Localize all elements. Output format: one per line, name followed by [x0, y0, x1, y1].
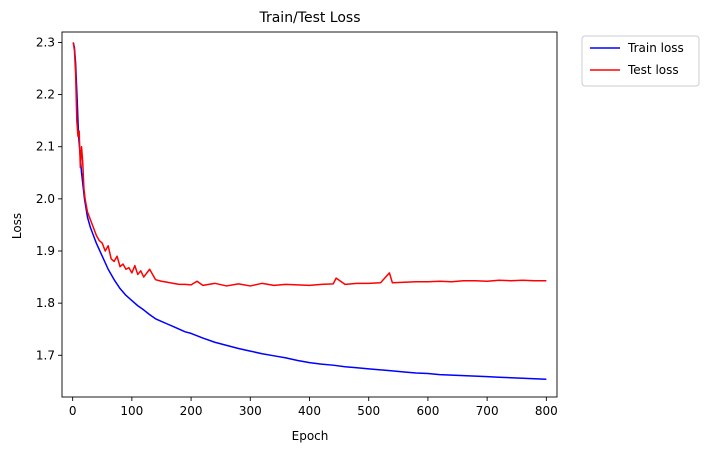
legend-label-train: Train loss: [627, 41, 684, 55]
x-tick-label: 200: [180, 404, 203, 418]
axes: 0 100 200 300 400 500 600 700 800 1.7 1.8 1.9 2.0 2.1…: [36, 31, 558, 418]
x-tick-label: 100: [120, 404, 143, 418]
y-tick-label: 1.9: [36, 244, 55, 258]
y-tick-label: 2.0: [36, 192, 55, 206]
x-tick-label: 600: [416, 404, 439, 418]
series-line-train-loss: [72, 42, 547, 381]
x-tick-label: 800: [535, 404, 558, 418]
series-line-test-loss: [72, 42, 547, 287]
x-tick-label: 0: [69, 404, 77, 418]
legend: Train loss Test loss: [581, 35, 700, 87]
y-tick-label: 2.2: [36, 88, 55, 102]
y-tick-label: 2.1: [36, 140, 55, 154]
x-tick-label: 700: [476, 404, 499, 418]
plot-area: [72, 42, 547, 381]
legend-label-test: Test loss: [627, 63, 679, 77]
x-axis-title: Epoch: [292, 429, 329, 443]
y-tick-label: 1.8: [36, 296, 55, 310]
x-tick-label: 500: [357, 404, 380, 418]
y-tick-label: 2.3: [36, 35, 55, 49]
y-tick-label: 1.7: [36, 348, 55, 362]
x-tick-label: 300: [239, 404, 262, 418]
chart-title: Train/Test Loss: [258, 10, 360, 26]
x-tick-label: 400: [298, 404, 321, 418]
y-axis-title: Loss: [10, 213, 24, 239]
